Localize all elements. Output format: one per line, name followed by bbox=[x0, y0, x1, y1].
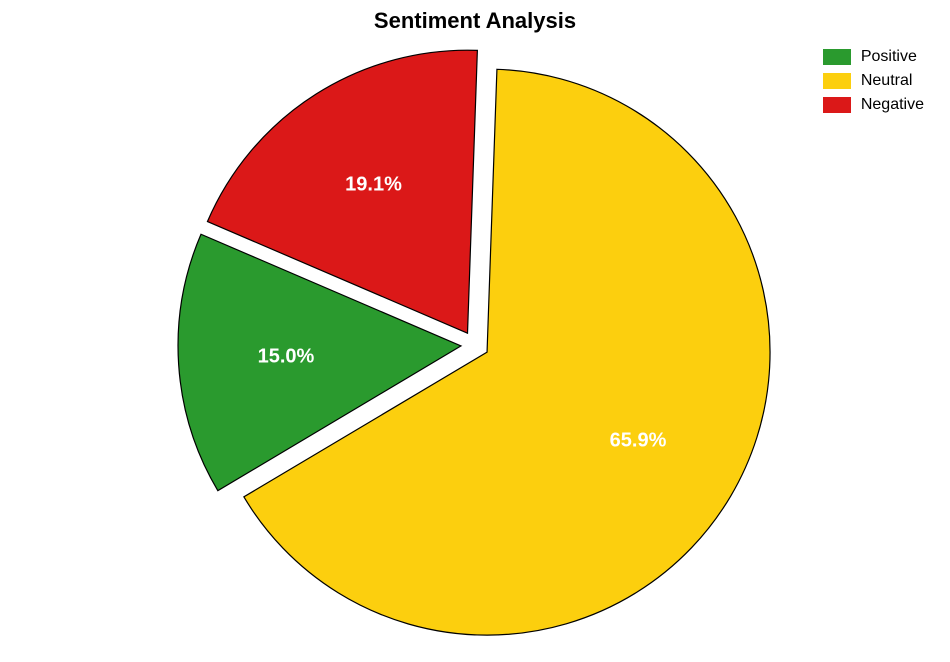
slice-label-neutral: 65.9% bbox=[610, 430, 667, 453]
slice-label-negative: 19.1% bbox=[345, 173, 402, 196]
slice-label-positive: 15.0% bbox=[258, 346, 315, 369]
pie-chart: 65.9% 15.0% 19.1% bbox=[0, 0, 950, 662]
